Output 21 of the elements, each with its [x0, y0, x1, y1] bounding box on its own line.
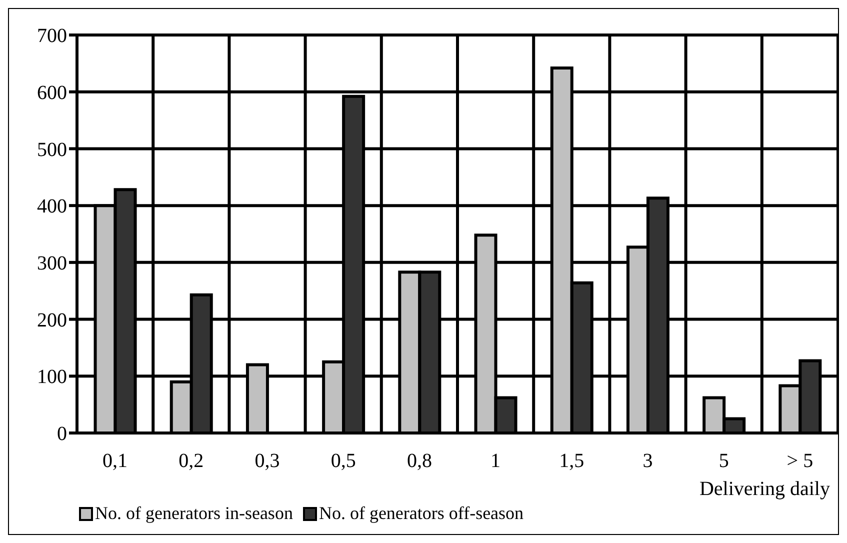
y-tick-label: 500 — [37, 138, 67, 161]
x-tick-label: 3 — [642, 450, 653, 472]
x-tick-label: 0,3 — [254, 450, 280, 472]
y-tick-label: 300 — [37, 252, 67, 275]
x-tick-label: 0,8 — [406, 450, 432, 472]
y-tick-label: 100 — [37, 366, 67, 388]
y-tick-label: 400 — [37, 196, 67, 218]
legend-label: No. of generators off-season — [318, 503, 524, 524]
y-tick-label: 0 — [57, 423, 67, 446]
y-tick-label: 200 — [37, 309, 67, 332]
y-tick-label: 600 — [37, 82, 67, 104]
x-tick-label: 5 — [718, 450, 729, 472]
x-axis-title: Delivering daily — [699, 478, 830, 500]
x-tick-label: 1 — [490, 450, 501, 472]
x-tick-label: > 5 — [786, 450, 814, 472]
legend-label: No. of generators in-season — [94, 503, 293, 524]
x-tick-label: 0,5 — [330, 450, 356, 472]
x-tick-label: 0,2 — [178, 450, 204, 472]
x-tick-label: 1,5 — [559, 450, 584, 472]
x-tick-label: 0,1 — [102, 450, 128, 472]
y-tick-label: 700 — [37, 25, 67, 48]
